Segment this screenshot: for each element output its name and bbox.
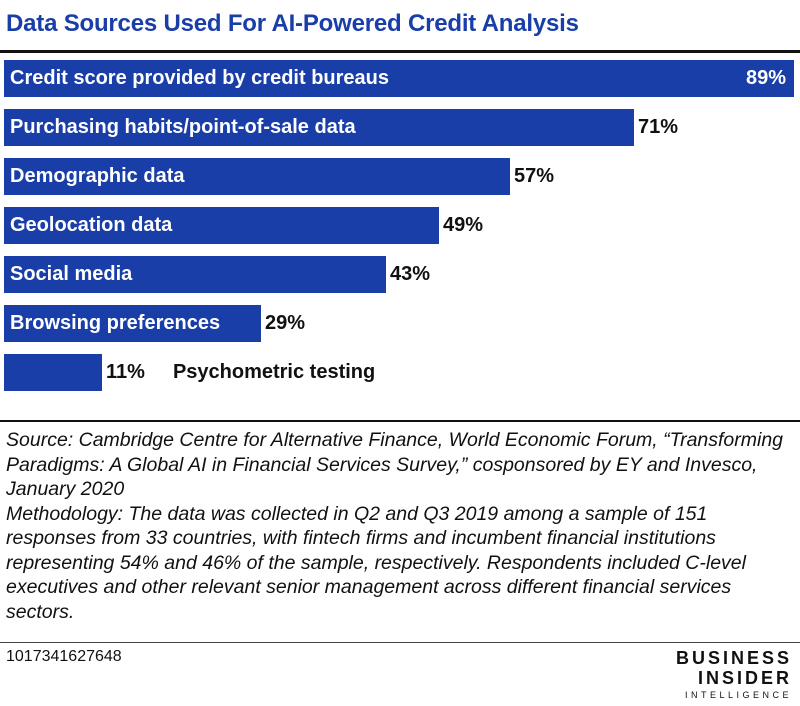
chart-title: Data Sources Used For AI-Powered Credit … (6, 10, 579, 37)
bar-value: 89% (745, 67, 786, 89)
bar-psychometric-testing (4, 354, 102, 391)
bar-value: 29% (265, 312, 306, 334)
methodology-note: Methodology: The data was collected in Q… (6, 502, 746, 623)
brand-line-intelligence: INTELLIGENCE (684, 690, 792, 700)
bar-label: Social media (10, 263, 133, 285)
bar-social-media (4, 256, 386, 293)
bar-geolocation-data (4, 207, 439, 244)
bar-value: 43% (390, 263, 431, 285)
bar-value: 11% (106, 361, 145, 383)
business-insider-intelligence-logo: BUSINESS INSIDER INTELLIGENCE (676, 648, 792, 702)
source-note: Source: Cambridge Centre for Alternative… (6, 429, 784, 500)
bar-label: Psychometric testing (172, 361, 376, 383)
title-rule (0, 50, 800, 53)
bar-browsing-preferences (4, 305, 261, 342)
bar-value: 49% (443, 214, 484, 236)
notes: Source: Cambridge Centre for Alternative… (6, 428, 796, 624)
bar-value: 57% (514, 165, 555, 187)
bar-label: Credit score provided by credit bureaus (10, 67, 389, 89)
bar-label: Purchasing habits/point-of-sale data (10, 116, 356, 138)
brand-line-business: BUSINESS (675, 648, 792, 668)
chart-id: 1017341627648 (6, 648, 122, 665)
notes-rule (0, 420, 800, 422)
brand-line-insider: INSIDER (697, 668, 792, 688)
bar-value: 71% (638, 116, 679, 138)
bar-label: Browsing preferences (10, 312, 221, 334)
bar-label: Demographic data (10, 165, 185, 187)
bar-chart: Credit score provided by credit bureaus 8… (0, 60, 800, 410)
footer-rule (0, 642, 800, 643)
bar-credit-score-provided-by-credit-bureaus (4, 60, 794, 97)
bar-label: Geolocation data (10, 214, 173, 236)
bar-demographic-data (4, 158, 510, 195)
bar-purchasing-habits-point-of-sale-data (4, 109, 634, 146)
